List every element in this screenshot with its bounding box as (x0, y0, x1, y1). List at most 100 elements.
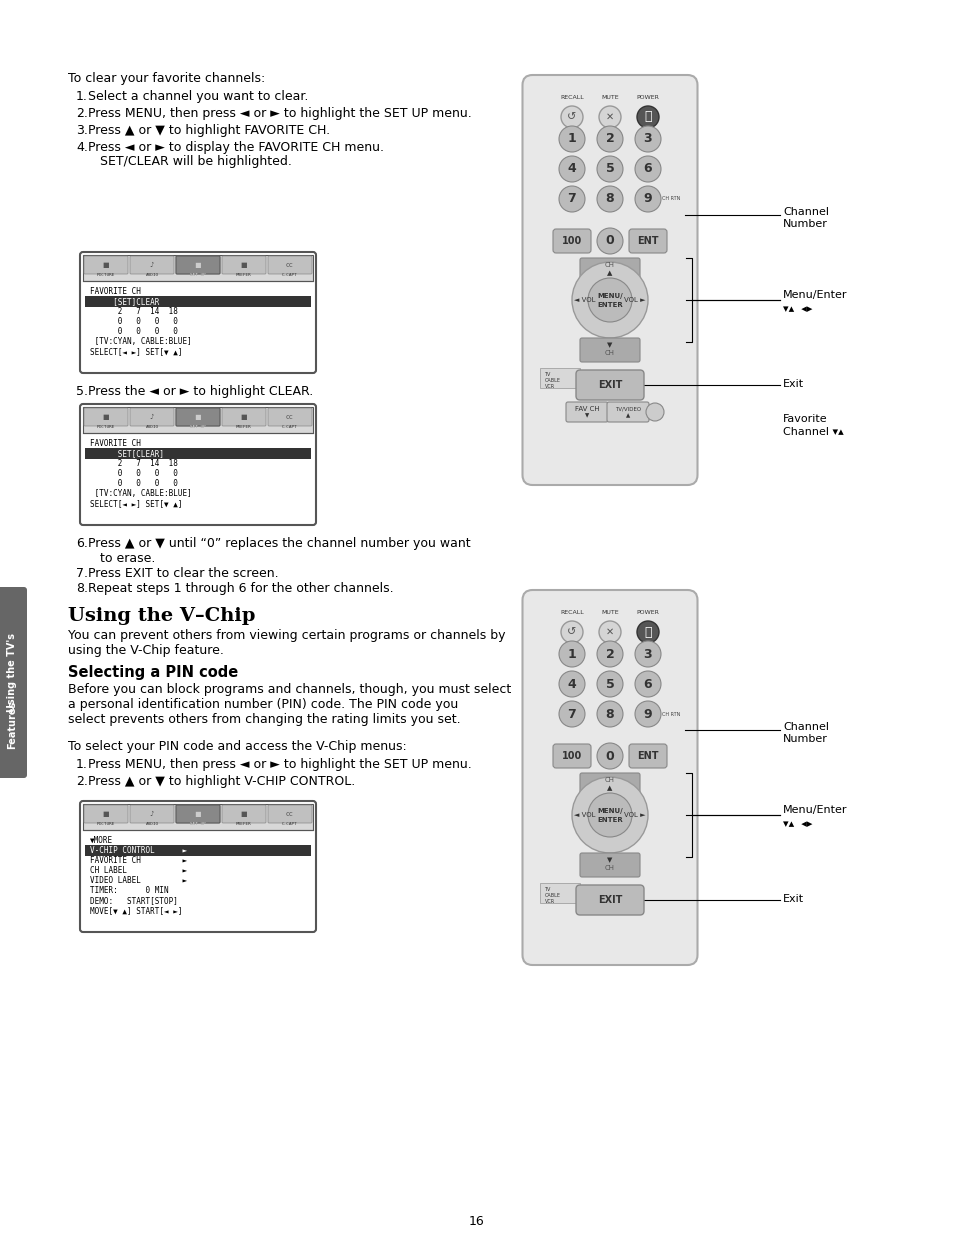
Text: 9: 9 (643, 708, 652, 720)
Text: ■: ■ (103, 811, 110, 818)
Text: V-CHIP CONTROL      ►: V-CHIP CONTROL ► (90, 846, 187, 855)
Text: CH: CH (604, 864, 615, 871)
Text: ▲: ▲ (625, 414, 630, 419)
FancyBboxPatch shape (80, 802, 315, 932)
Circle shape (637, 106, 659, 128)
Circle shape (597, 743, 622, 769)
Text: PICTURE: PICTURE (96, 273, 115, 277)
Text: ▼: ▼ (607, 342, 612, 348)
Text: SET UP: SET UP (190, 273, 206, 277)
Text: ◄ VOL: ◄ VOL (574, 296, 595, 303)
Text: Number: Number (782, 219, 827, 228)
Text: Press ▲ or ▼ until “0” replaces the channel number you want: Press ▲ or ▼ until “0” replaces the chan… (88, 537, 470, 550)
Text: 16: 16 (469, 1215, 484, 1228)
Text: 3: 3 (643, 647, 652, 661)
FancyBboxPatch shape (80, 252, 315, 373)
FancyBboxPatch shape (84, 408, 128, 426)
Text: 8: 8 (605, 708, 614, 720)
Text: AUDIO: AUDIO (145, 273, 158, 277)
Text: 1: 1 (567, 647, 576, 661)
Text: Before you can block programs and channels, though, you must select
a personal i: Before you can block programs and channe… (68, 683, 511, 726)
Text: 6: 6 (643, 678, 652, 690)
Text: 5.: 5. (76, 385, 88, 398)
FancyBboxPatch shape (268, 805, 312, 823)
FancyBboxPatch shape (175, 805, 220, 823)
Text: ▼: ▼ (607, 857, 612, 863)
Text: ▲: ▲ (607, 785, 612, 790)
Text: 2.: 2. (76, 107, 88, 120)
FancyBboxPatch shape (175, 256, 220, 274)
Text: cc: cc (286, 414, 294, 420)
Circle shape (635, 701, 660, 727)
FancyBboxPatch shape (80, 404, 315, 525)
Text: 0: 0 (605, 750, 614, 762)
Text: PICTURE: PICTURE (96, 823, 115, 826)
Text: EXIT: EXIT (598, 380, 621, 390)
Circle shape (587, 793, 631, 837)
Text: ⏻: ⏻ (643, 625, 651, 638)
Text: [SET]CLEAR: [SET]CLEAR (90, 296, 159, 306)
Text: SELECT[◄ ►] SET[▼ ▲]: SELECT[◄ ►] SET[▼ ▲] (90, 347, 182, 356)
Text: ■: ■ (194, 811, 201, 818)
Text: MENU/: MENU/ (597, 293, 622, 299)
Text: SELECT[◄ ►] SET[▼ ▲]: SELECT[◄ ►] SET[▼ ▲] (90, 499, 182, 508)
FancyBboxPatch shape (576, 885, 643, 915)
Bar (85, 448, 311, 459)
FancyBboxPatch shape (579, 853, 639, 877)
Text: Exit: Exit (782, 894, 803, 904)
FancyBboxPatch shape (579, 258, 639, 282)
Circle shape (635, 641, 660, 667)
Text: 8.: 8. (76, 582, 88, 595)
Text: Repeat steps 1 through 6 for the other channels.: Repeat steps 1 through 6 for the other c… (88, 582, 394, 595)
Text: SET[CLEAR]: SET[CLEAR] (90, 450, 164, 458)
Text: 0   0   0   0: 0 0 0 0 (90, 469, 177, 478)
Circle shape (560, 106, 582, 128)
Text: FAV CH: FAV CH (574, 406, 598, 412)
Circle shape (558, 126, 584, 152)
Bar (83, 408, 313, 433)
Circle shape (597, 228, 622, 254)
FancyBboxPatch shape (130, 256, 173, 274)
Text: RECALL: RECALL (559, 95, 583, 100)
Text: ⏻: ⏻ (643, 110, 651, 124)
Text: ♪: ♪ (150, 811, 154, 818)
Circle shape (558, 156, 584, 182)
Text: to erase.: to erase. (100, 552, 155, 564)
Text: ↺: ↺ (567, 112, 576, 122)
Text: 4.: 4. (76, 141, 88, 154)
Text: CH RTN: CH RTN (661, 196, 679, 201)
Text: PICTURE: PICTURE (96, 425, 115, 429)
Text: Exit: Exit (782, 379, 803, 389)
Text: ■: ■ (103, 262, 110, 268)
Text: 6: 6 (643, 163, 652, 175)
FancyBboxPatch shape (579, 338, 639, 362)
Circle shape (597, 126, 622, 152)
Text: AUDIO: AUDIO (145, 823, 158, 826)
Text: [TV:CYAN, CABLE:BLUE]: [TV:CYAN, CABLE:BLUE] (90, 337, 192, 346)
Text: 4: 4 (567, 163, 576, 175)
Text: 2.: 2. (76, 776, 88, 788)
Text: Using the V–Chip: Using the V–Chip (68, 606, 255, 625)
Text: 5: 5 (605, 163, 614, 175)
Text: ■: ■ (194, 262, 201, 268)
Bar (540, 368, 579, 388)
Text: ↺: ↺ (567, 627, 576, 637)
Text: ▲: ▲ (607, 270, 612, 275)
Text: CH: CH (604, 777, 615, 783)
Text: Select a channel you want to clear.: Select a channel you want to clear. (88, 90, 308, 103)
Text: MUTE: MUTE (600, 610, 618, 615)
Text: VCR: VCR (544, 899, 554, 904)
Circle shape (597, 671, 622, 697)
FancyBboxPatch shape (0, 587, 27, 778)
FancyBboxPatch shape (522, 75, 697, 485)
Text: 4: 4 (567, 678, 576, 690)
Text: ENTER: ENTER (597, 303, 622, 308)
FancyBboxPatch shape (606, 403, 648, 422)
Text: 7: 7 (567, 193, 576, 205)
Circle shape (598, 106, 620, 128)
FancyBboxPatch shape (628, 228, 666, 253)
FancyBboxPatch shape (175, 256, 220, 274)
Text: CABLE: CABLE (544, 378, 560, 383)
Text: cc: cc (286, 811, 294, 818)
Text: ▼MORE: ▼MORE (90, 836, 113, 845)
